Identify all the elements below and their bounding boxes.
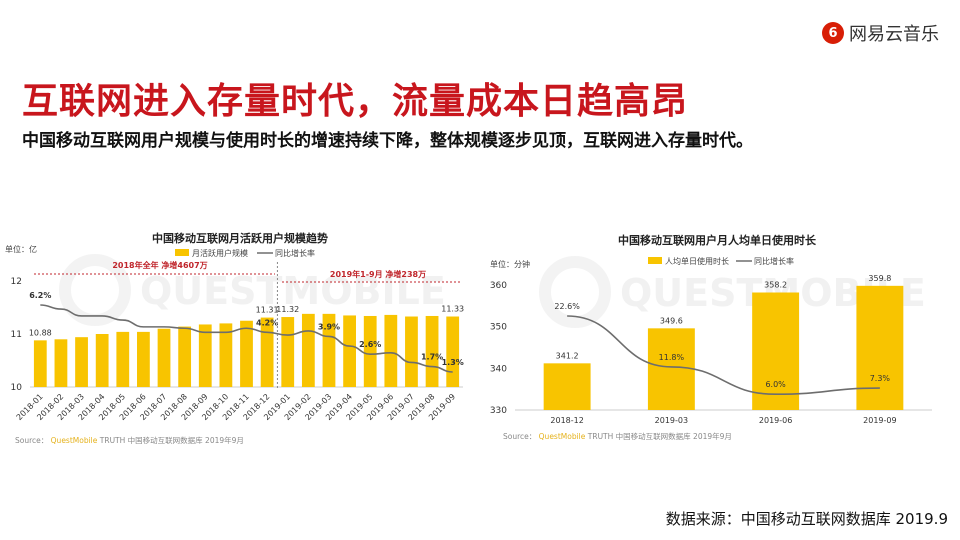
bar [425,315,439,387]
unit-label: 单位：分钟 [490,259,530,269]
bar-value-label: 11.32 [276,305,299,314]
line-value-label: 6.2% [29,291,51,300]
bar [281,317,295,387]
legend-bar-swatch [175,249,189,256]
bar [240,320,253,387]
netease-music-logo: 6 网易云音乐 [822,20,939,46]
y-tick-label: 11 [11,330,22,340]
growth-rate-line [567,315,880,396]
unit-label: 单位：亿 [5,244,37,254]
bar-value-label: 341.2 [556,351,579,360]
watermark: QUESTMOBILE [140,269,446,313]
legend-line-label: 同比增长率 [754,256,794,266]
bar [33,340,47,387]
x-tick-label: 2019-06 [759,416,792,425]
bar [752,292,800,410]
bar-value-label: 11.31 [256,306,279,315]
watermark-logo-icon [59,254,131,326]
line-value-label: 2.6% [359,340,381,349]
bar [75,337,88,387]
y-tick-label: 360 [490,281,507,291]
line-value-label: 7.3% [870,374,891,383]
data-source-footer: 数据来源：中国移动互联网数据库 2019.9 [665,510,948,528]
x-tick-label: 2018-12 [550,416,583,425]
chart-title: 中国移动互联网月活跃用户规模趋势 [152,231,328,245]
y-tick-label: 10 [11,383,23,393]
bar [363,315,377,387]
chart-title: 中国移动互联网用户月人均单日使用时长 [618,233,817,247]
legend-bar-label: 月活跃用户规模 [192,248,248,258]
bar [178,326,192,387]
line-value-label: 6.0% [765,380,786,389]
bar [405,316,418,387]
legend-bar-label: 人均单日使用时长 [665,256,729,266]
logo-text: 网易云音乐 [849,24,939,45]
bar [219,323,233,387]
bar [157,328,171,387]
bar [384,314,398,387]
bar-value-label: 11.33 [441,305,464,314]
bar [647,328,695,410]
bar-value-label: 359.8 [868,274,891,283]
line-value-label: 1.3% [442,358,464,367]
legend-line-label: 同比增长率 [275,248,315,258]
source-note: Source： QuestMobile TRUTH 中国移动互联网数据库 201… [503,431,732,441]
bar [95,334,109,387]
bar [116,331,130,387]
line-value-label: 11.8% [659,353,685,362]
bar [856,285,904,410]
line-value-label: 22.6% [554,302,580,311]
bar [260,317,274,387]
growth-rate-line [40,304,453,373]
bar [137,331,150,387]
y-tick-label: 350 [490,323,507,333]
y-tick-label: 340 [490,364,507,374]
line-value-label: 4.2% [256,318,278,327]
bar [54,339,68,387]
slide-title: 互联网进入存量时代，流量成本日趋高昂 [22,81,689,122]
y-tick-label: 330 [490,406,507,416]
bar [322,313,336,387]
line-value-label: 1.7% [421,353,443,362]
bar [301,313,315,387]
bar-value-label: 358.2 [764,281,787,290]
line-value-label: 3.9% [318,322,340,331]
x-tick-label: 2019-03 [655,416,688,425]
annotation-2019: 2019年1-9月 净增238万 [330,269,426,279]
legend-bar-swatch [648,257,662,264]
netease-music-icon: 6 [822,22,844,44]
bar-value-label: 349.6 [660,316,683,325]
y-tick-label: 12 [11,277,22,287]
watermark-logo-icon [539,256,611,328]
bar [198,324,212,387]
annotation-2018: 2018年全年 净增4607万 [112,260,207,270]
slide-subtitle: 中国移动互联网用户规模与使用时长的增速持续下降，整体规模逐步见顶，互联网进入存量… [22,131,753,151]
bar [446,316,460,387]
source-note: Source： QuestMobile TRUTH 中国移动互联网数据库 201… [15,435,244,445]
x-tick-label: 2019-09 [863,416,896,425]
bar [543,363,591,410]
bar-value-label: 10.88 [29,328,52,337]
bar [343,315,356,387]
